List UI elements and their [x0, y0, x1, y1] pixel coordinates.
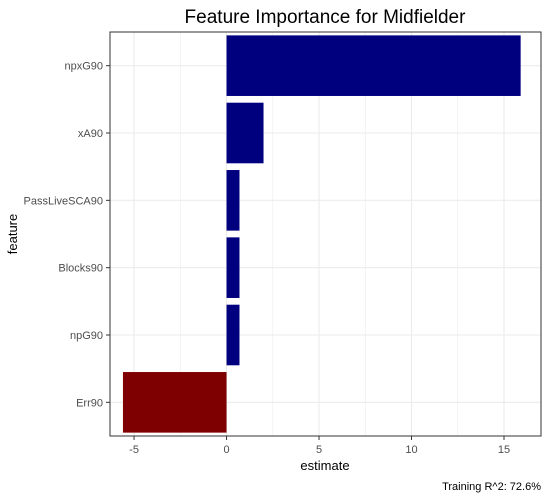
x-axis: -5 0 5 10 15	[129, 436, 510, 456]
bar-xa90	[226, 102, 264, 164]
y-tick-label: Err90	[76, 397, 103, 409]
y-tick-label: npxG90	[64, 61, 103, 73]
x-tick-label: -5	[129, 444, 139, 456]
chart-title: Feature Importance for Midfielder	[185, 7, 467, 28]
y-tick-label: npG90	[70, 330, 103, 342]
x-tick-label: 15	[498, 444, 510, 456]
y-tick-label: xA90	[78, 128, 103, 140]
bar-err90	[122, 372, 227, 433]
x-tick-label: 0	[223, 444, 229, 456]
bar-passlivesca90	[226, 170, 240, 231]
x-axis-title: estimate	[300, 458, 349, 473]
plot-background	[110, 32, 541, 436]
bar-npg90	[226, 304, 240, 366]
y-tick-label: Blocks90	[58, 263, 103, 275]
x-tick-label: 5	[316, 444, 322, 456]
x-tick-label: 10	[405, 444, 417, 456]
plot-border	[109, 31, 542, 437]
bar-npxg90	[226, 35, 521, 96]
bars	[122, 35, 521, 433]
y-axis: npxG90 xA90 PassLiveSCA90 Blocks90 npG90 Err9…	[24, 61, 110, 409]
training-r2-caption: Training R^2: 72.6%	[442, 481, 541, 493]
y-tick-label: PassLiveSCA90	[24, 195, 104, 207]
bar-blocks90	[226, 237, 240, 298]
y-axis-title: feature	[5, 214, 20, 254]
